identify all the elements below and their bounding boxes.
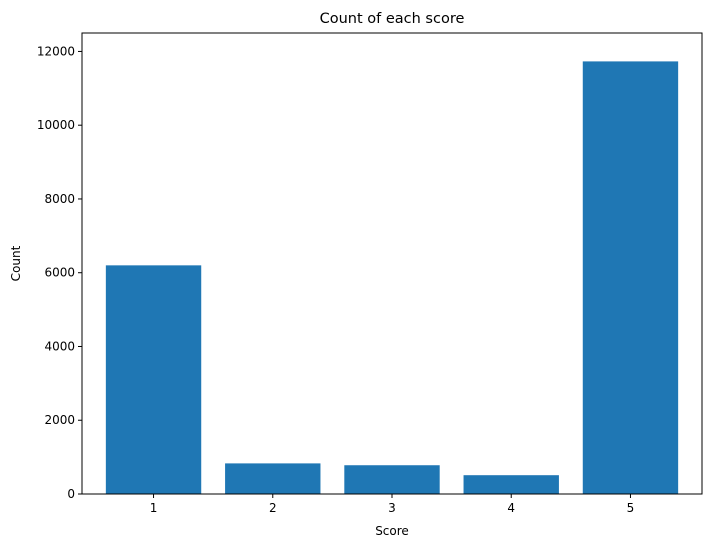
- y-tick-label: 2000: [44, 413, 75, 427]
- y-axis-label: Count: [9, 245, 23, 281]
- y-tick-label: 10000: [37, 118, 75, 132]
- bar-score-1: [105, 265, 202, 494]
- y-axis-ticks: 0 2000 4000 6000 8000 10000 12000: [37, 44, 82, 501]
- bars-layer: [105, 61, 679, 495]
- bar-score-4: [463, 475, 559, 494]
- y-tick-label: 0: [67, 487, 75, 501]
- chart-title: Count of each score: [320, 11, 465, 27]
- x-axis-label: Score: [375, 524, 409, 538]
- bar-score-5: [582, 61, 679, 495]
- y-tick-label: 12000: [37, 44, 75, 58]
- bar-score-3: [344, 465, 440, 494]
- x-tick-label: 2: [269, 501, 277, 515]
- y-tick-label: 8000: [44, 192, 75, 206]
- plot-frame: [81, 32, 703, 495]
- y-tick-label: 6000: [44, 266, 75, 280]
- x-tick-label: 5: [627, 501, 635, 515]
- x-tick-label: 3: [388, 501, 396, 515]
- x-tick-label: 1: [150, 501, 158, 515]
- x-axis-ticks: 1 2 3 4 5: [150, 494, 635, 515]
- y-tick-label: 4000: [44, 339, 75, 353]
- x-tick-label: 4: [507, 501, 515, 515]
- bar-score-2: [225, 463, 321, 494]
